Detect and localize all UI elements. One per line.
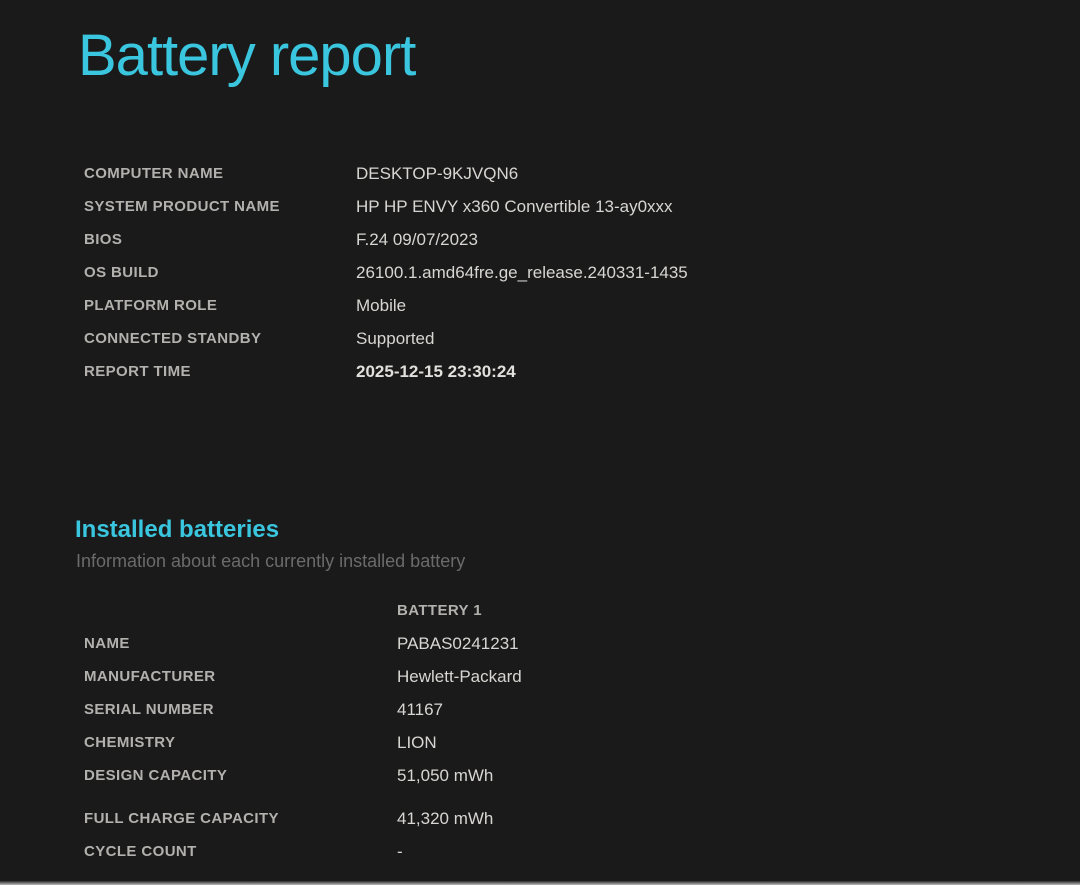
info-row-value: DESKTOP-9KJVQN6: [356, 163, 519, 183]
info-row-value: F.24 09/07/2023: [356, 229, 478, 249]
battery-row-label: MANUFACTURER: [84, 668, 216, 685]
info-row-value: Supported: [356, 328, 435, 348]
installed-batteries-table: BATTERY 1 NAME PABAS0241231 MANUFACTURER…: [84, 594, 522, 868]
battery-row-value: 51,050 mWh: [397, 765, 494, 785]
battery-row-value: Hewlett-Packard: [397, 666, 522, 686]
battery-row-label: CHEMISTRY: [84, 734, 176, 751]
battery-row-label: CYCLE COUNT: [84, 843, 197, 860]
bottom-edge-strip: [0, 881, 1080, 885]
row-spacer: [397, 792, 522, 802]
info-row-label: CONNECTED STANDBY: [84, 330, 262, 347]
info-row-label: OS BUILD: [84, 264, 159, 281]
info-row-label: COMPUTER NAME: [84, 165, 224, 182]
battery-row-value: 41,320 mWh: [397, 808, 494, 828]
battery-row-label: DESIGN CAPACITY: [84, 767, 228, 784]
page-title: Battery report: [78, 23, 416, 88]
installed-batteries-subtitle: Information about each currently install…: [76, 551, 466, 571]
battery-row-value: PABAS0241231: [397, 633, 519, 653]
info-row-value: Mobile: [356, 295, 407, 315]
battery-row-label: NAME: [84, 635, 130, 652]
row-spacer: [84, 792, 397, 802]
system-info-table: COMPUTER NAME DESKTOP-9KJVQN6 SYSTEM PRO…: [84, 157, 688, 388]
battery-row-value: 41167: [397, 699, 444, 719]
info-row-label: PLATFORM ROLE: [84, 297, 218, 314]
battery-row-value: LION: [397, 732, 437, 752]
installed-batteries-heading: Installed batteries: [75, 516, 280, 543]
battery-column-header: BATTERY 1: [397, 602, 483, 619]
info-row-label: REPORT TIME: [84, 363, 191, 380]
info-row-value: 26100.1.amd64fre.ge_release.240331-1435: [356, 262, 688, 282]
report-time-value: 2025-12-15 23:30:24: [356, 361, 516, 381]
battery-row-label: SERIAL NUMBER: [84, 701, 214, 718]
battery-row-label: FULL CHARGE CAPACITY: [84, 810, 279, 827]
battery-row-value: -: [397, 841, 403, 861]
info-row-value: HP HP ENVY x360 Convertible 13-ay0xxx: [356, 196, 673, 216]
info-row-label: BIOS: [84, 231, 123, 248]
info-row-label: SYSTEM PRODUCT NAME: [84, 198, 280, 215]
